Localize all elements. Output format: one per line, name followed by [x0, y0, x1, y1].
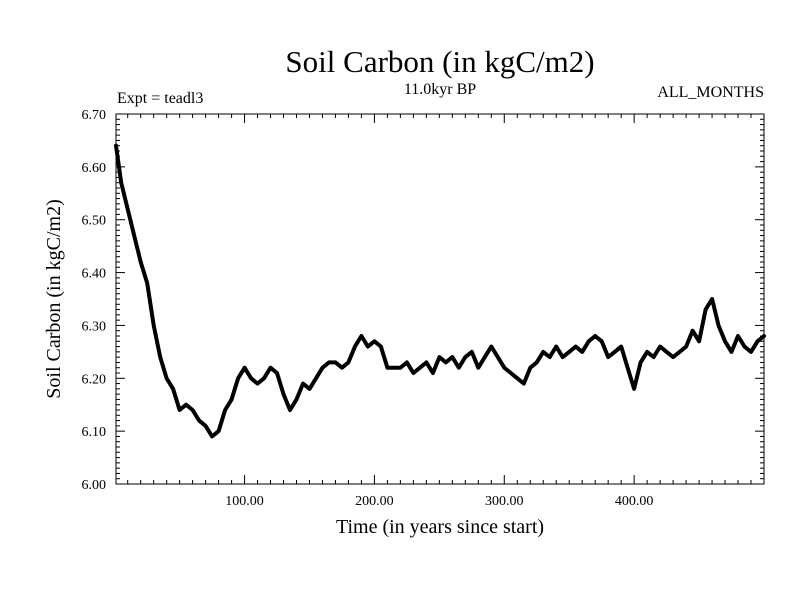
y-tick-labels: 6.00 6.10 6.20 6.30 6.40 6.50 6.60 6.70 [82, 108, 107, 493]
y-tick-label: 6.00 [82, 478, 107, 493]
y-tick-label: 6.10 [82, 425, 107, 440]
chart-title: Soil Carbon (in kgC/m2) [285, 44, 594, 79]
y-tick-label: 6.60 [82, 161, 107, 176]
months-label: ALL_MONTHS [657, 84, 764, 101]
y-tick-label: 6.30 [82, 319, 107, 334]
x-tick-label: 100.00 [225, 494, 264, 509]
y-axis-label: Soil Carbon (in kgC/m2) [43, 199, 65, 398]
x-tick-label: 300.00 [485, 494, 524, 509]
axis-ticks [116, 113, 764, 485]
data-series [114, 143, 766, 439]
plot-frame [115, 113, 765, 485]
x-tick-labels: 100.00 200.00 300.00 400.00 [225, 494, 653, 509]
x-tick-label: 200.00 [355, 494, 394, 509]
y-tick-label: 6.40 [82, 267, 107, 282]
y-tick-label: 6.50 [82, 214, 107, 229]
chart-subtitle: 11.0kyr BP [404, 81, 476, 98]
y-tick-label: 6.20 [82, 372, 107, 387]
y-tick-label: 6.70 [82, 108, 107, 123]
x-tick-label: 400.00 [615, 494, 654, 509]
series-line [114, 143, 766, 439]
experiment-label: Expt = teadl3 [117, 90, 203, 107]
x-axis-label: Time (in years since start) [336, 516, 544, 538]
